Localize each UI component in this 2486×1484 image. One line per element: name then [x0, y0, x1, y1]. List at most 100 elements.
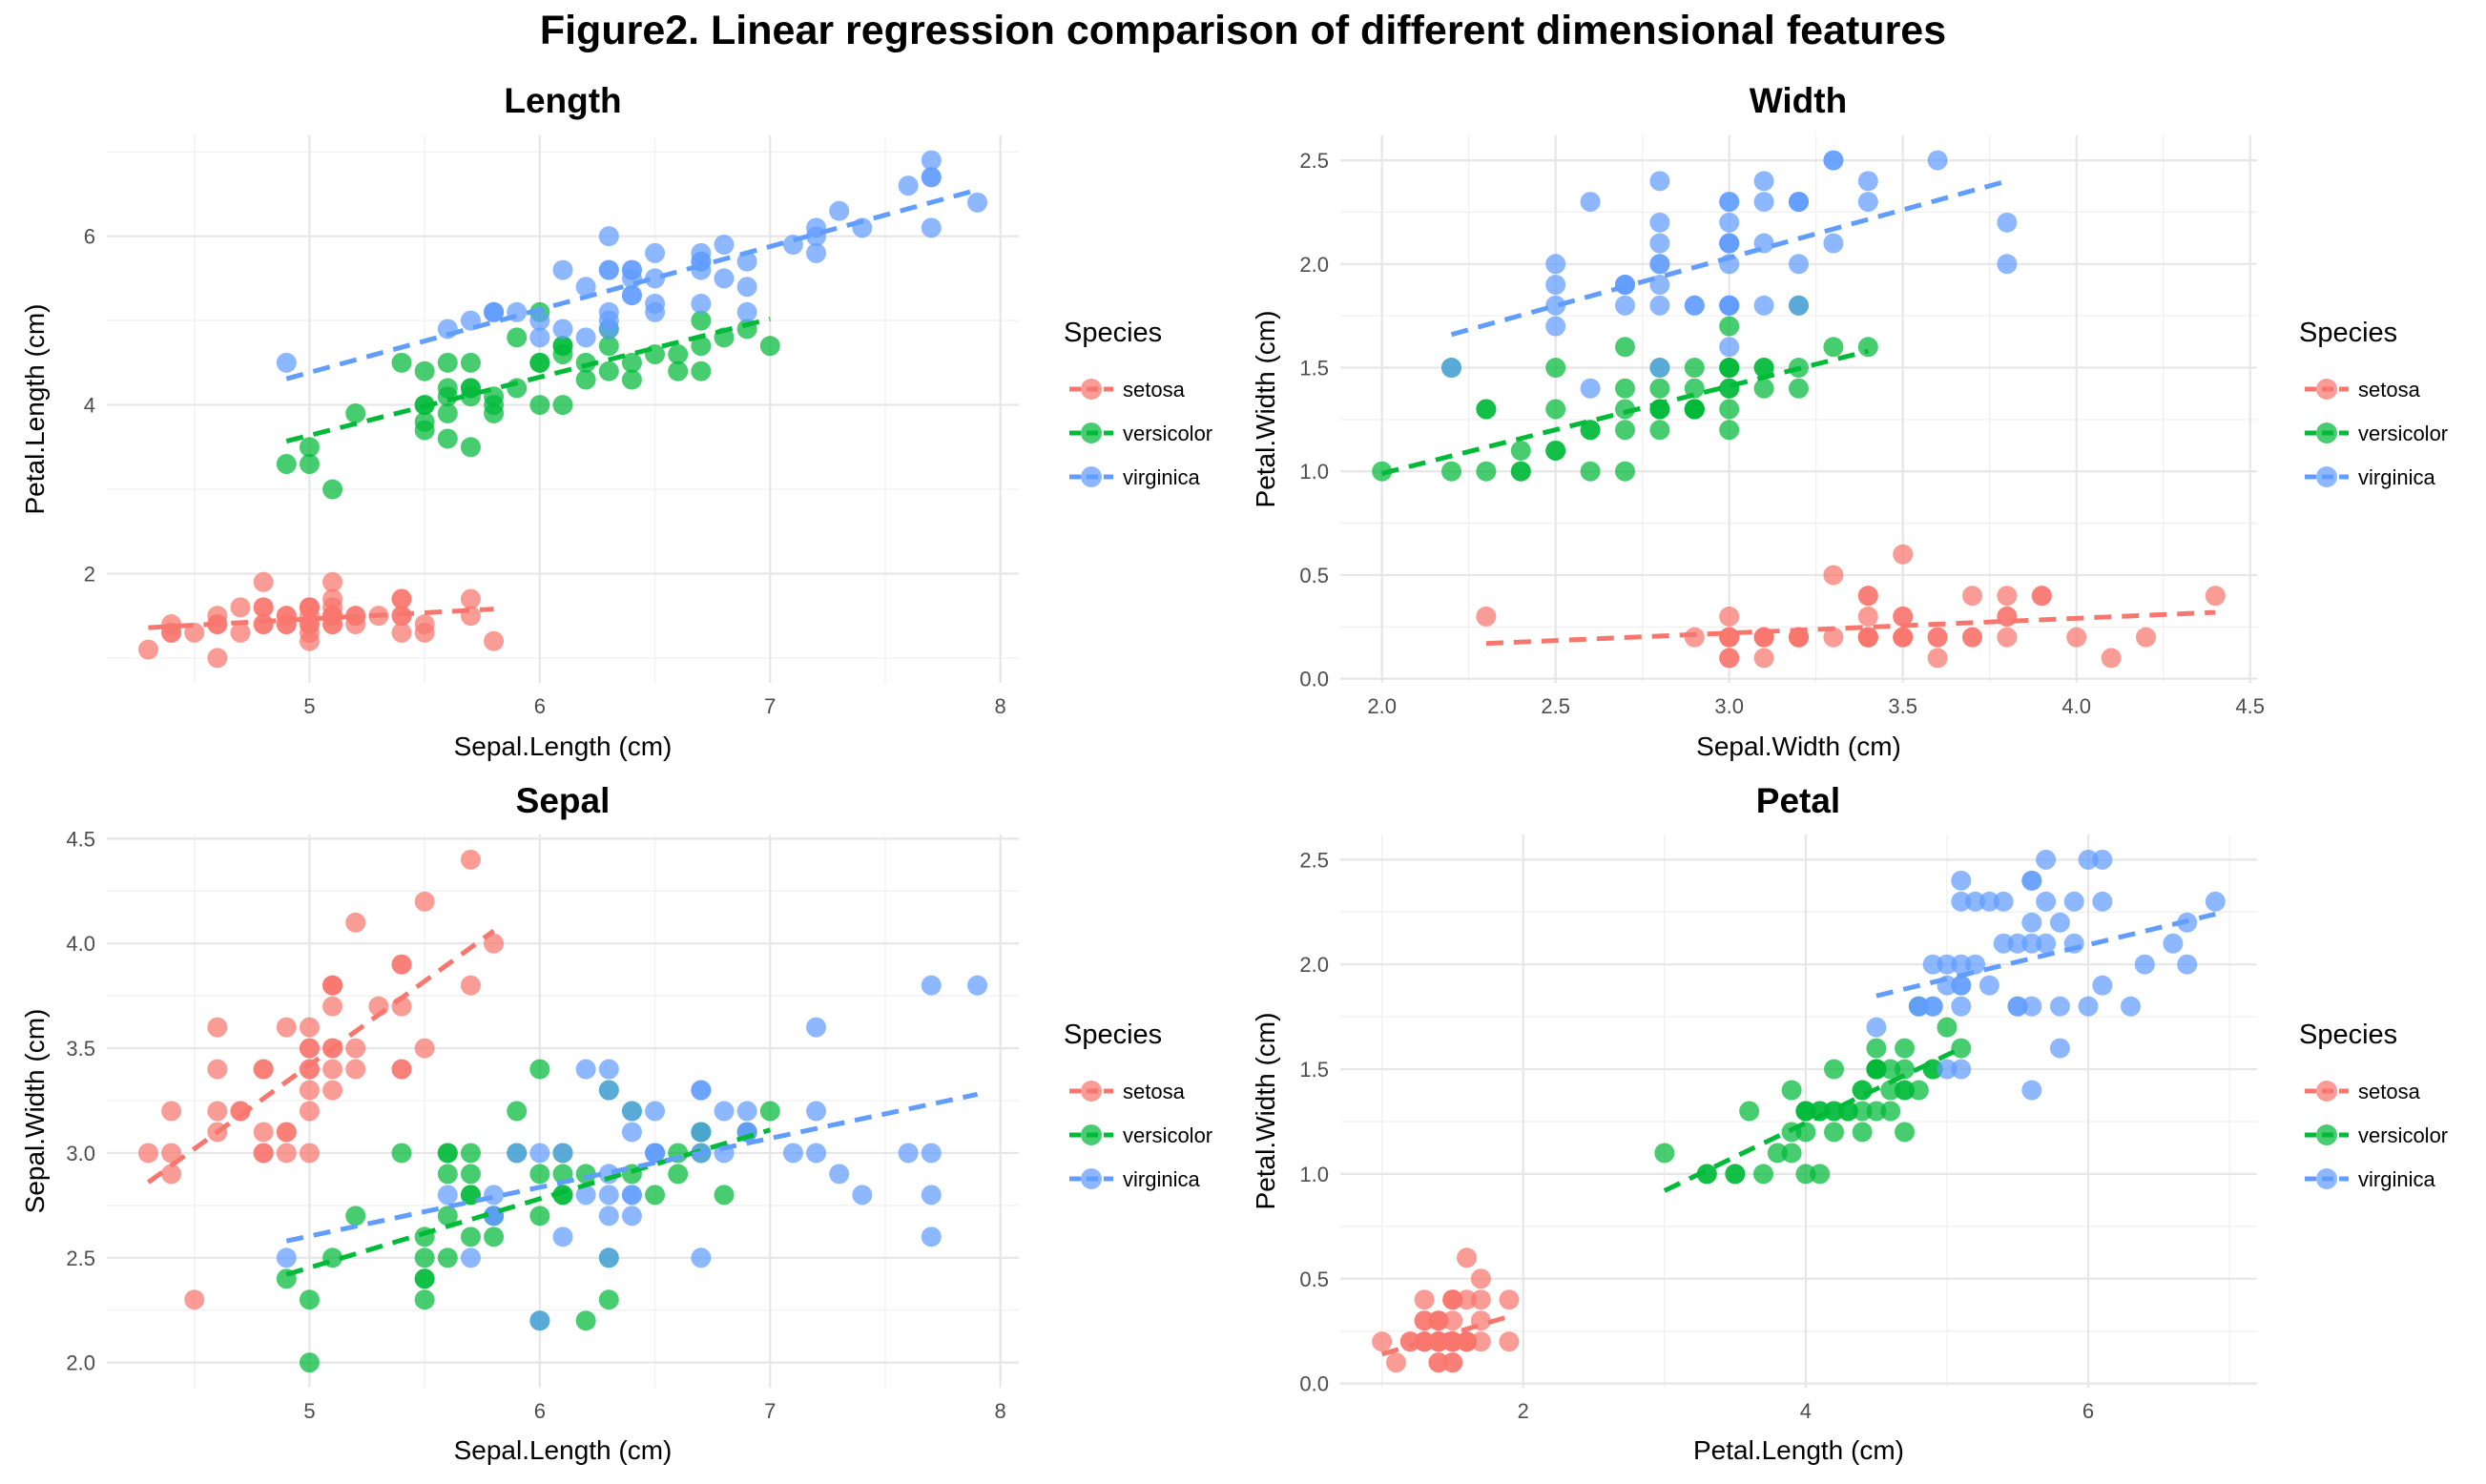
data-point [484, 1185, 505, 1206]
data-point [1545, 295, 1566, 316]
data-point [322, 571, 343, 592]
data-point [598, 1247, 619, 1268]
data-point [1951, 954, 1972, 975]
data-point [437, 402, 458, 423]
data-point [484, 301, 505, 322]
data-point [437, 428, 458, 449]
data-point [1719, 627, 1740, 648]
legend-label-setosa: setosa [1123, 378, 1186, 402]
data-point [414, 361, 435, 381]
data-point [575, 1164, 596, 1185]
y-tick-label: 3.0 [66, 1142, 95, 1165]
data-point [1895, 1038, 1916, 1059]
data-point [1951, 891, 1972, 912]
y-tick-label: 2.0 [1299, 953, 1329, 977]
data-point [276, 614, 297, 635]
data-point [714, 268, 735, 289]
x-tick-label: 4 [1800, 1399, 1812, 1423]
legend-key-point [1081, 1081, 1102, 1102]
data-point [598, 1206, 619, 1226]
legend-label-setosa: setosa [2358, 1080, 2421, 1103]
data-point [437, 1164, 458, 1185]
data-point [391, 1143, 412, 1164]
data-point [714, 1101, 735, 1122]
data-point [1614, 399, 1635, 420]
panel-sepal: 5 6 7 8 2.0 2.5 3.0 3.5 4.0 4.5 Sepal Sepal.Length … [20, 781, 1212, 1465]
legend-key-point [1081, 466, 1102, 487]
data-point [759, 1101, 780, 1122]
data-point [1824, 1122, 1845, 1143]
y-tick-label: 6 [84, 225, 95, 249]
data-point [253, 1122, 274, 1143]
regression-line-versicolor [285, 316, 771, 444]
data-point [391, 954, 412, 975]
data-point [391, 588, 412, 609]
data-point [898, 1143, 919, 1164]
data-point [414, 1268, 435, 1289]
series-versicolor [276, 1059, 780, 1373]
data-point [621, 285, 642, 306]
series-virginica [1866, 849, 2226, 1101]
data-point [967, 192, 988, 213]
x-axis-title: Sepal.Length (cm) [454, 1435, 673, 1465]
legend-label-setosa: setosa [2358, 378, 2421, 402]
x-axis-title: Sepal.Length (cm) [454, 732, 673, 761]
regression-line-setosa [1380, 1313, 1510, 1357]
x-tick-label: 4.0 [2061, 694, 2091, 718]
data-point [598, 1289, 619, 1310]
data-point [2021, 933, 2042, 954]
data-point [322, 996, 343, 1017]
regression-line-setosa [148, 607, 494, 630]
data-point [1951, 996, 1972, 1017]
data-point [1719, 606, 1740, 627]
data-point [1997, 586, 2018, 607]
data-point [1857, 627, 1878, 648]
data-point [806, 1143, 827, 1164]
data-point [806, 1017, 827, 1038]
legend-key-point [2316, 423, 2337, 443]
y-tick-label: 1.5 [1299, 1058, 1329, 1082]
series-versicolor [1654, 996, 1972, 1185]
data-point [2031, 586, 2052, 607]
data-point [299, 1038, 320, 1059]
data-point [161, 1101, 182, 1122]
data-point [575, 1310, 596, 1331]
data-point [276, 1017, 297, 1038]
data-point [759, 336, 780, 357]
data-point [2049, 912, 2070, 933]
data-point [691, 293, 712, 314]
data-point [1951, 1038, 1972, 1059]
data-point [1993, 933, 2014, 954]
data-point [1823, 565, 1844, 586]
data-point [253, 1059, 274, 1080]
data-point [507, 327, 528, 348]
data-point [1753, 171, 1774, 192]
x-axis-title: Petal.Length (cm) [1693, 1435, 1904, 1465]
data-point [1962, 627, 1983, 648]
data-point [1428, 1310, 1449, 1331]
data-point [1719, 358, 1740, 379]
x-tick-label: 6 [534, 1399, 546, 1423]
data-point [621, 1101, 642, 1122]
data-point [299, 1143, 320, 1164]
data-point [299, 1352, 320, 1373]
data-point [137, 1143, 158, 1164]
data-point [1440, 358, 1461, 379]
data-point [1510, 461, 1531, 482]
data-point [621, 268, 642, 289]
panel-petal: 2 4 6 0.0 0.5 1.0 1.5 2.0 2.5 Petal Petal.Length (… [1251, 781, 2448, 1465]
data-point [230, 1101, 251, 1122]
data-point [1789, 378, 1809, 399]
data-point [1470, 1331, 1491, 1352]
data-point [598, 226, 619, 247]
data-point [1753, 648, 1774, 669]
x-tick-label: 4.5 [2235, 694, 2265, 718]
regression-line-virginica [285, 1091, 979, 1244]
data-point [1457, 1331, 1478, 1352]
data-point [1719, 648, 1740, 669]
legend-title: Species [1064, 1020, 1162, 1050]
series-setosa [1476, 544, 2226, 669]
x-tick-label: 7 [764, 694, 776, 718]
data-point [1823, 150, 1844, 171]
data-point [1893, 627, 1914, 648]
